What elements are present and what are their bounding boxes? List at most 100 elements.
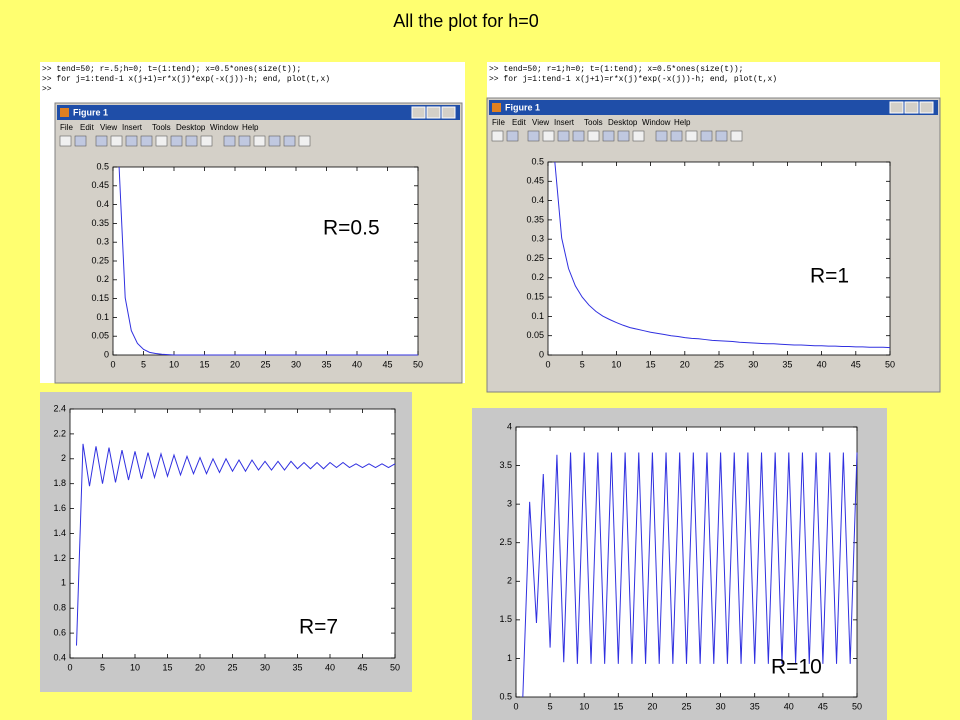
menu-item[interactable]: Tools <box>584 118 603 127</box>
figure-title: Figure 1 <box>73 107 108 117</box>
toolbar-button[interactable] <box>155 135 168 147</box>
x-tick-label: 20 <box>195 662 205 672</box>
toolbar-button[interactable] <box>253 135 266 147</box>
window-button[interactable] <box>919 101 934 114</box>
toolbar-button[interactable] <box>298 135 311 147</box>
toolbar-button[interactable] <box>185 135 198 147</box>
annotation: R=7 <box>299 616 338 639</box>
toolbar-button[interactable] <box>542 130 555 142</box>
menu-item[interactable]: Help <box>242 123 259 132</box>
toolbar-button[interactable] <box>283 135 296 147</box>
x-tick-label: 35 <box>292 662 302 672</box>
toolbar-button[interactable] <box>170 135 183 147</box>
x-tick-label: 5 <box>141 359 146 369</box>
toolbar-button[interactable] <box>572 130 585 142</box>
menu-item[interactable]: View <box>100 123 117 132</box>
window-button[interactable] <box>889 101 904 114</box>
x-tick-label: 40 <box>784 701 794 711</box>
menu-item[interactable]: Desktop <box>176 123 206 132</box>
x-tick-label: 50 <box>852 701 862 711</box>
annotation: R=1 <box>810 265 849 288</box>
x-tick-label: 50 <box>885 359 895 369</box>
command-line: >> <box>42 85 52 94</box>
x-tick-label: 20 <box>680 359 690 369</box>
y-tick-label: 0.2 <box>96 274 109 284</box>
x-tick-label: 15 <box>162 662 172 672</box>
toolbar-button[interactable] <box>557 130 570 142</box>
y-tick-label: 0.45 <box>91 180 109 190</box>
y-tick-label: 4 <box>507 421 512 431</box>
toolbar-button[interactable] <box>95 135 108 147</box>
y-tick-label: 1.5 <box>499 614 512 624</box>
toolbar-button[interactable] <box>685 130 698 142</box>
x-tick-label: 10 <box>130 662 140 672</box>
x-tick-label: 15 <box>199 359 209 369</box>
x-tick-label: 45 <box>357 662 367 672</box>
x-tick-label: 10 <box>169 359 179 369</box>
command-line: >> for j=1:tend-1 x(j+1)=r*x(j)*exp(-x(j… <box>489 75 777 84</box>
toolbar-button[interactable] <box>602 130 615 142</box>
y-tick-label: 0.4 <box>53 652 66 662</box>
toolbar-button[interactable] <box>587 130 600 142</box>
toolbar-button[interactable] <box>59 135 72 147</box>
toolbar-button[interactable] <box>74 135 87 147</box>
toolbar-button[interactable] <box>700 130 713 142</box>
menu-item[interactable]: Insert <box>554 118 575 127</box>
plot-area <box>69 408 396 659</box>
window-button[interactable] <box>411 106 426 119</box>
y-tick-label: 2.2 <box>53 428 66 438</box>
x-tick-label: 30 <box>260 662 270 672</box>
x-tick-label: 50 <box>413 359 423 369</box>
toolbar-button[interactable] <box>617 130 630 142</box>
menu-item[interactable]: Edit <box>80 123 95 132</box>
x-tick-label: 45 <box>851 359 861 369</box>
menu-item[interactable]: File <box>492 118 505 127</box>
x-tick-label: 45 <box>818 701 828 711</box>
toolbar-button[interactable] <box>632 130 645 142</box>
menu-item[interactable]: Help <box>674 118 691 127</box>
window-button[interactable] <box>441 106 456 119</box>
toolbar-button[interactable] <box>140 135 153 147</box>
menu-item[interactable]: View <box>532 118 549 127</box>
toolbar-button[interactable] <box>730 130 743 142</box>
toolbar-button[interactable] <box>268 135 281 147</box>
y-tick-label: 0.25 <box>526 253 544 263</box>
x-tick-label: 25 <box>227 662 237 672</box>
toolbar-button[interactable] <box>670 130 683 142</box>
menu-item[interactable]: Edit <box>512 118 527 127</box>
menu-item[interactable]: Tools <box>152 123 171 132</box>
window-button[interactable] <box>904 101 919 114</box>
x-tick-label: 30 <box>291 359 301 369</box>
y-tick-label: 0.15 <box>526 291 544 301</box>
toolbar-button[interactable] <box>506 130 519 142</box>
x-tick-label: 35 <box>321 359 331 369</box>
y-tick-label: 1 <box>507 653 512 663</box>
y-tick-label: 2.5 <box>499 537 512 547</box>
annotation: R=10 <box>771 656 822 679</box>
toolbar-button[interactable] <box>491 130 504 142</box>
y-tick-label: 0.05 <box>526 330 544 340</box>
menu-item[interactable]: Desktop <box>608 118 638 127</box>
toolbar-button[interactable] <box>110 135 123 147</box>
toolbar-button[interactable] <box>527 130 540 142</box>
plot-area <box>112 166 419 356</box>
menu-item[interactable]: Insert <box>122 123 143 132</box>
y-tick-label: 0.8 <box>53 603 66 613</box>
data-line <box>76 443 396 646</box>
menu-item[interactable]: Window <box>642 118 671 127</box>
toolbar-button[interactable] <box>223 135 236 147</box>
toolbar-button[interactable] <box>655 130 668 142</box>
toolbar-button[interactable] <box>200 135 213 147</box>
x-tick-label: 0 <box>67 662 72 672</box>
window-button[interactable] <box>426 106 441 119</box>
toolbar-button[interactable] <box>125 135 138 147</box>
x-tick-label: 30 <box>716 701 726 711</box>
menu-item[interactable]: Window <box>210 123 239 132</box>
y-tick-label: 2 <box>61 453 66 463</box>
menu-item[interactable]: File <box>60 123 73 132</box>
x-tick-label: 0 <box>513 701 518 711</box>
toolbar-button[interactable] <box>715 130 728 142</box>
y-tick-label: 0.25 <box>91 255 109 265</box>
toolbar-button[interactable] <box>238 135 251 147</box>
figure-title-bar <box>57 105 460 120</box>
